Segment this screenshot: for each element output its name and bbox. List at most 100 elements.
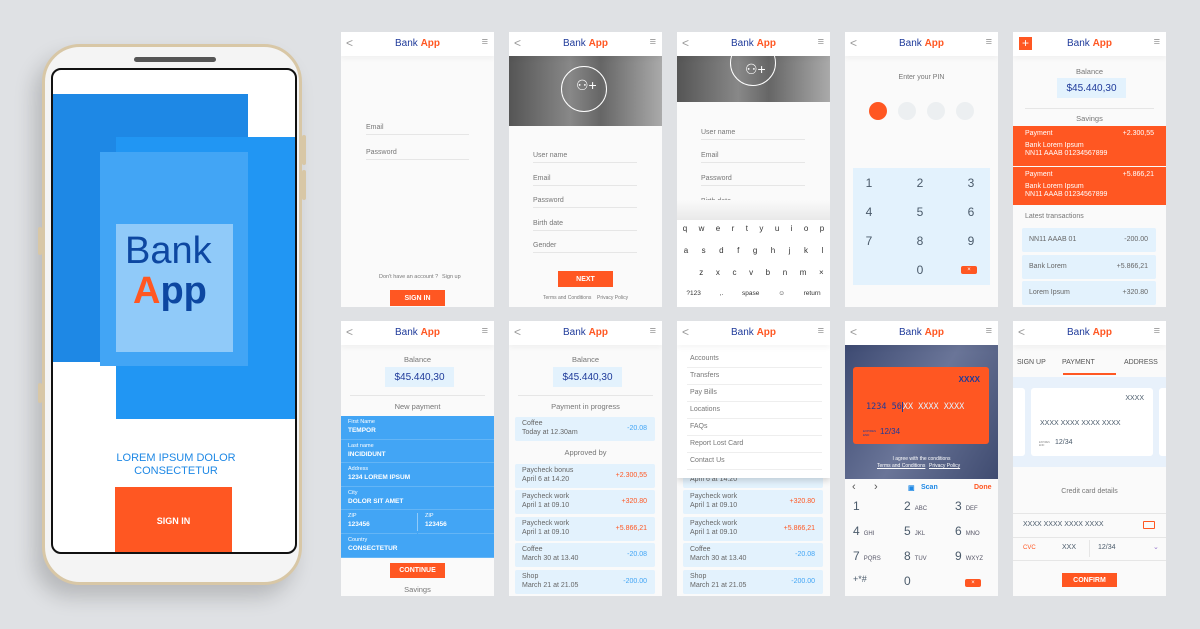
terms-link[interactable]: Terms and Conditions [877,463,926,469]
back-icon[interactable]: < [682,325,690,339]
key-u[interactable]: u [774,224,780,233]
key-special[interactable]: ,. [719,290,724,297]
transaction-row[interactable]: Paycheck work April 1 at 09.10 +320.80 [683,490,823,515]
chevron-down-icon[interactable]: ⌄ [1153,544,1159,551]
key-special[interactable]: × [819,268,824,277]
transaction-row[interactable]: Coffee March 30 at 13.40 -20.08 [683,543,823,568]
expiry-select[interactable]: 12/34 [1098,544,1116,551]
key-n[interactable]: n [782,268,788,277]
key-4[interactable]: 4 [865,205,873,219]
key-special[interactable]: spase [742,290,760,297]
key-2[interactable]: 2 ABC [904,499,927,513]
key-m[interactable]: m [799,268,807,277]
transaction-row[interactable]: Bank Lorem +5.866,21 [1022,254,1156,279]
tab-payment[interactable]: PAYMENT [1062,359,1095,366]
add-user-icon[interactable]: ⚇+ [730,56,776,86]
transaction-row[interactable]: Shop March 21 at 21.05 -200.00 [515,569,655,594]
back-icon[interactable]: < [514,325,522,339]
transaction-row[interactable]: Paycheck work April 1 at 09.10 +320.80 [515,490,655,515]
input-label[interactable]: Password [533,197,564,204]
input-label[interactable]: User name [701,129,736,136]
key-l[interactable]: l [821,246,824,255]
savings-payment-card[interactable]: Payment +5.866,21 Bank Lorem Ipsum NN11 AAA… [1013,167,1166,205]
key-6[interactable]: 6 [967,205,975,219]
menu-icon[interactable]: ≡ [481,36,488,48]
scan-button[interactable]: Scan [921,484,938,491]
back-icon[interactable]: < [850,325,858,339]
input-label[interactable]: Birth date [533,219,563,227]
menu-item[interactable]: Accounts [687,351,822,368]
input-label[interactable]: Email [533,174,551,182]
key-5[interactable]: 5 [916,205,924,219]
form-field[interactable]: ZIP 123456 [341,510,417,534]
key-v[interactable]: v [749,268,754,277]
key-9[interactable]: 9 WXYZ [955,549,983,563]
pending-transaction[interactable]: Coffee Today at 12.30am -20.08 [515,417,655,441]
delete-key[interactable]: × [961,266,977,274]
key-s[interactable]: s [701,246,706,255]
key-+*#[interactable]: +*# [853,574,871,584]
key-4[interactable]: 4 GHI [853,524,874,538]
back-icon[interactable]: < [682,36,690,50]
menu-icon[interactable]: ≡ [481,325,488,337]
back-icon[interactable]: < [346,325,354,339]
transaction-row[interactable]: Paycheck work April 1 at 09.10 +5.866,21 [515,516,655,541]
key-p[interactable]: p [819,224,825,233]
key-z[interactable]: z [699,268,704,277]
key-1[interactable]: 1 [865,176,873,190]
key-b[interactable]: b [765,268,771,277]
input-label[interactable]: Password [366,149,397,156]
key-h[interactable]: h [770,246,776,255]
key-3[interactable]: 3 [967,176,975,190]
privacy-link[interactable]: Privacy Policy [929,463,961,469]
continue-button[interactable]: CONTINUE [390,563,445,578]
back-icon[interactable]: < [850,36,858,50]
key-a[interactable]: a [683,246,689,255]
menu-icon[interactable]: ≡ [985,36,992,48]
transaction-row[interactable]: Paycheck bonus April 6 at 14.20 +2.300,55 [515,464,655,488]
menu-icon[interactable]: ≡ [649,36,656,48]
key-1[interactable]: 1 [853,499,864,513]
key-w[interactable]: w [698,224,705,233]
key-0[interactable]: 0 [916,263,924,277]
transaction-row[interactable]: Lorem Ipsum +320.80 [1022,281,1156,305]
menu-icon[interactable]: ≡ [817,36,824,48]
menu-icon[interactable]: ≡ [1153,36,1160,48]
menu-item[interactable]: FAQs [687,419,822,436]
form-field[interactable]: City DOLOR SIT AMET [341,487,494,510]
key-f[interactable]: f [737,246,740,255]
cvc-input[interactable]: XXX [1062,544,1077,551]
key-o[interactable]: o [803,224,809,233]
delete-key[interactable]: × [965,579,981,587]
menu-item[interactable]: Pay Bills [687,385,822,402]
menu-icon[interactable]: ≡ [817,325,824,337]
sign-in-button[interactable]: SIGN IN [115,487,232,552]
key-3[interactable]: 3 DEF [955,499,978,513]
key-r[interactable]: r [731,224,735,233]
card-number-input[interactable]: XXXX XXXX XXXX XXXX [1023,521,1104,528]
savings-payment-card[interactable]: Payment +2.300,55 Bank Lorem Ipsum NN11 AAA… [1013,126,1166,166]
key-7[interactable]: 7 PQRS [853,549,881,563]
next-field-icon[interactable]: › [874,481,878,493]
input-label[interactable]: Gender [533,242,557,249]
input-label[interactable]: Password [701,175,732,182]
key-q[interactable]: q [682,224,688,233]
camera-icon[interactable]: ▣ [908,485,915,492]
form-field[interactable]: ZIP 123456 [418,510,494,534]
input-label[interactable]: User name [533,152,568,159]
key-special[interactable]: return [803,290,821,297]
key-8[interactable]: 8 [916,234,924,248]
terms-link[interactable]: Terms and Conditions [543,295,592,301]
menu-item[interactable]: Contact Us [687,453,822,470]
key-c[interactable]: c [732,268,737,277]
form-field[interactable]: Last name INCIDIDUNT [341,440,494,463]
key-7[interactable]: 7 [865,234,873,248]
tab-address[interactable]: ADDRESS [1124,359,1158,366]
transaction-row[interactable]: Shop March 21 at 21.05 -200.00 [683,569,823,594]
key-d[interactable]: d [719,246,724,255]
add-user-icon[interactable]: ⚇+ [561,66,607,112]
sign-in-button[interactable]: SIGN IN [390,290,445,306]
back-icon[interactable]: < [346,36,354,50]
back-icon[interactable]: < [1018,325,1026,339]
back-icon[interactable]: < [514,36,522,50]
